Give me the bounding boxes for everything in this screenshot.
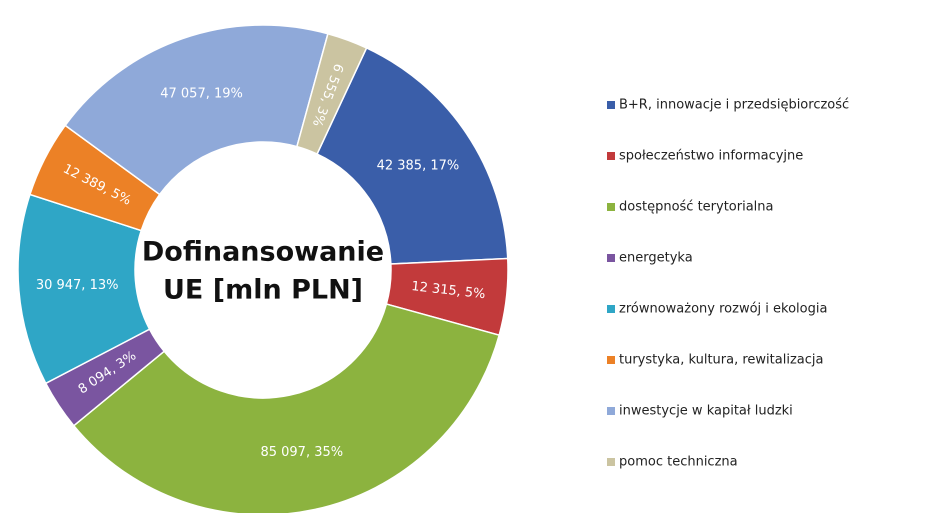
legend-label: turystyka, kultura, rewitalizacja (619, 353, 823, 368)
legend-swatch (607, 101, 615, 109)
legend-swatch (607, 305, 615, 313)
value-label: 42 385, 17% (377, 159, 460, 174)
center-title: UE [mln PLN] (163, 275, 363, 306)
legend-label: społeczeństwo informacyjne (619, 149, 803, 164)
donut-slice (295, 32, 368, 155)
legend-label: B+R, innowacje i przedsiębiorczość (619, 98, 849, 113)
legend-swatch (607, 356, 615, 364)
legend-swatch (607, 152, 615, 160)
center-title: Dofinansowanie (142, 237, 384, 268)
legend-label: energetyka (619, 251, 693, 266)
value-label: 30 947, 13% (36, 278, 119, 293)
legend-swatch (607, 458, 615, 466)
legend-label: dostępność terytorialna (619, 200, 774, 215)
legend-swatch (607, 407, 615, 415)
legend-label: inwestycje w kapitał ludzki (619, 404, 793, 419)
donut-slice (64, 24, 329, 196)
donut-slice (72, 303, 501, 513)
value-label: 47 057, 19% (160, 86, 243, 101)
legend-swatch (607, 254, 615, 262)
value-label: 85 097, 35% (260, 445, 343, 460)
donut-slice (316, 46, 509, 265)
legend-label: pomoc techniczna (619, 455, 738, 470)
legend-label: zrównoważony rozwój i ekologia (619, 302, 827, 317)
legend-swatch (607, 203, 615, 211)
